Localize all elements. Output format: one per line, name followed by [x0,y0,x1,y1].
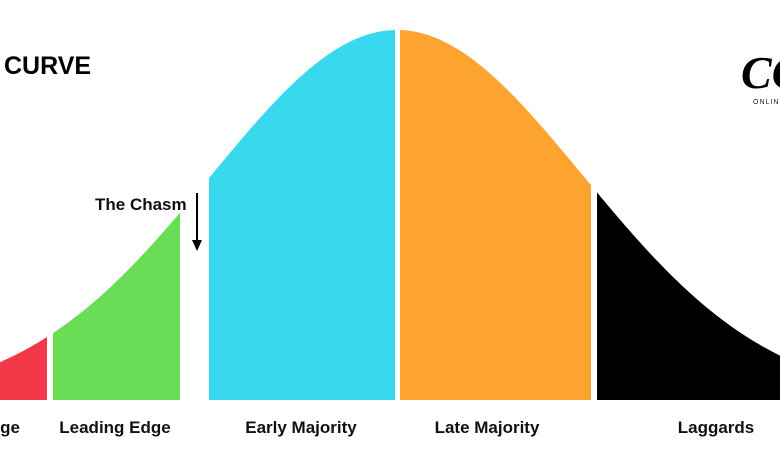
chasm-label: The Chasm [95,195,187,214]
title: CURVE [4,52,91,80]
logo-text: ONLIN [753,99,779,106]
segment-label: Laggards [678,418,755,437]
segment [53,212,180,400]
segment [209,30,395,400]
segment-label: Early Majority [245,418,357,437]
segment [400,30,591,400]
labels: ge Leading Edge Early Majority Late Majorit… [0,418,754,437]
logo-mark: CO [741,47,780,98]
segment-label: Late Majority [435,418,540,437]
segment-label: Leading Edge [59,418,170,437]
segment-label: ge [0,418,20,437]
segment [0,337,47,400]
chasm-arrowhead [192,240,202,251]
segments [0,30,780,400]
segment [597,192,780,400]
